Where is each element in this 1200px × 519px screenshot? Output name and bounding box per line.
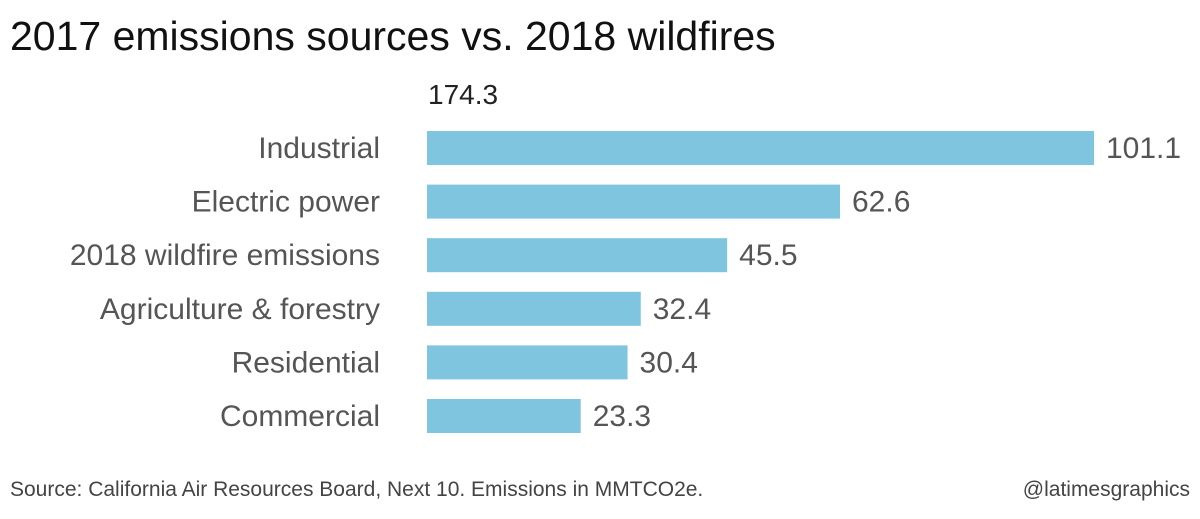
bars-layer: Industrial 101.1 Electric power 62.6 2018 wi… <box>70 131 1181 433</box>
category-label: Agriculture & forestry <box>100 293 380 326</box>
source-note: Source: California Air Resources Board, … <box>10 478 704 501</box>
category-label: Electric power <box>192 186 380 219</box>
value-label: 62.6 <box>852 186 910 219</box>
value-label: 30.4 <box>640 346 698 379</box>
bar <box>427 131 1094 165</box>
page-title: 2017 emissions sources vs. 2018 wildfire… <box>10 13 776 59</box>
value-label: 101.1 <box>1106 132 1181 165</box>
category-label: Residential <box>232 346 380 379</box>
bar <box>427 345 628 380</box>
category-label: Industrial <box>258 132 380 165</box>
value-label: 32.4 <box>653 293 711 326</box>
value-label: 45.5 <box>739 239 797 272</box>
bar <box>427 291 641 326</box>
category-label: 2018 wildfire emissions <box>70 239 380 272</box>
bar <box>427 184 840 219</box>
axis-max-label: 174.3 <box>428 79 498 110</box>
value-label: 23.3 <box>593 400 651 433</box>
bar <box>427 399 581 433</box>
category-label: Commercial <box>220 400 380 433</box>
bar <box>427 238 728 273</box>
bar-chart: 174.3 Industrial 101.1 Electric power 62.6 2… <box>70 79 1181 433</box>
credit-note: @latimesgraphics <box>1022 478 1190 501</box>
